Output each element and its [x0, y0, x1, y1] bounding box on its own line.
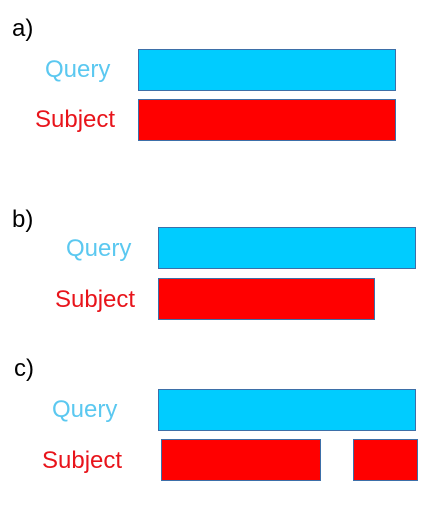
- subject-bar-a: [138, 99, 396, 141]
- panel-label-b: b): [12, 206, 34, 233]
- subject-bar-c-left: [161, 439, 321, 481]
- query-label-c: Query: [52, 396, 118, 423]
- query-label-b: Query: [66, 235, 132, 262]
- panel-label-c: c): [14, 355, 34, 382]
- subject-label-b: Subject: [55, 286, 136, 313]
- query-bar-a: [138, 49, 396, 91]
- subject-label-c: Subject: [42, 447, 123, 474]
- subject-bar-c-right: [353, 439, 418, 481]
- subject-bar-b: [158, 278, 375, 320]
- query-bar-c: [158, 389, 416, 431]
- panel-label-a: a): [12, 15, 34, 42]
- query-bar-b: [158, 227, 416, 269]
- subject-label-a: Subject: [35, 106, 116, 133]
- query-label-a: Query: [45, 56, 111, 83]
